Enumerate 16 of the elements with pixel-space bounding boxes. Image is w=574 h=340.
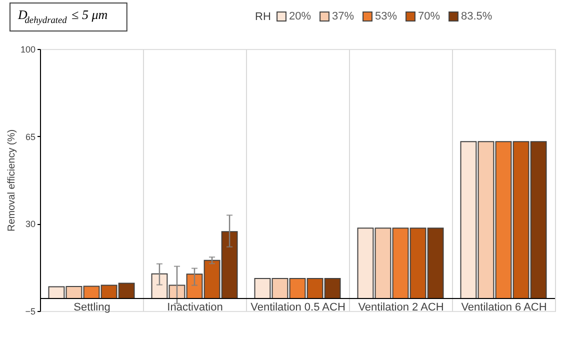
y-tick-label: 65	[25, 132, 36, 142]
legend-label: 20%	[289, 10, 312, 23]
legend-label: 70%	[418, 10, 440, 23]
y-tick-label: 100	[20, 44, 36, 54]
x-tick-label: Ventilation 2 ACH	[358, 302, 444, 314]
x-tick-label: Ventilation 0.5 ACH	[250, 302, 346, 314]
x-tick-label: Inactivation	[167, 302, 223, 314]
legend-label: 53%	[375, 10, 398, 23]
x-tick-label: Settling	[74, 302, 110, 314]
x-tick-label: Ventilation 6 ACH	[461, 302, 547, 314]
legend-label: 37%	[332, 10, 354, 23]
y-axis-title: Removal efficiency (%)	[6, 129, 18, 232]
legend-title: RH	[255, 11, 271, 23]
y-tick-label: 30	[25, 219, 36, 230]
y-tick-label: −5	[25, 306, 36, 316]
legend-label: 83.5%	[461, 10, 492, 23]
